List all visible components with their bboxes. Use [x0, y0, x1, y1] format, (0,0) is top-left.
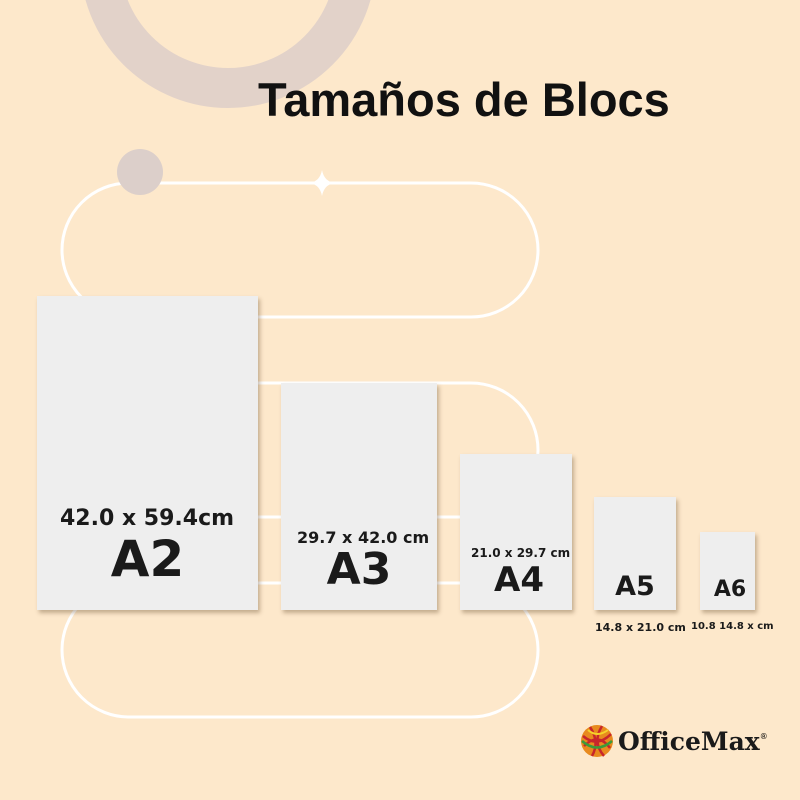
dimensions-a2: 42.0 x 59.4cm: [60, 506, 235, 531]
sheet-a6: [700, 532, 755, 610]
page-title: Tamaños de Blocs: [258, 73, 670, 126]
decor-dot: [117, 149, 163, 195]
brand-name: OfficeMax: [618, 726, 760, 756]
dimensions-a4: 21.0 x 29.7 cm: [471, 546, 571, 560]
sheet-a2: [37, 296, 258, 610]
sheet-a5: [594, 497, 676, 610]
dimensions-a5: 14.8 x 21.0 cm: [595, 621, 686, 634]
rubber-band-ball-icon: [581, 725, 613, 757]
label-a3: A3: [326, 544, 392, 595]
sparkle-icon: [310, 170, 334, 196]
label-a6: A6: [713, 577, 747, 602]
label-a5: A5: [615, 571, 655, 602]
dimensions-a3: 29.7 x 42.0 cm: [297, 528, 430, 547]
label-a2: A2: [110, 530, 185, 588]
officemax-logo: OfficeMax ®: [580, 724, 768, 758]
decor-ring: [85, 0, 371, 108]
decor-pill-top: [60, 181, 540, 319]
sheet-a4: [460, 454, 572, 610]
sheet-a3: [281, 383, 437, 610]
dimensions-a6: 10.8 14.8 x cm: [691, 621, 774, 632]
registered-mark: ®: [759, 732, 768, 741]
label-a4: A4: [494, 560, 544, 600]
